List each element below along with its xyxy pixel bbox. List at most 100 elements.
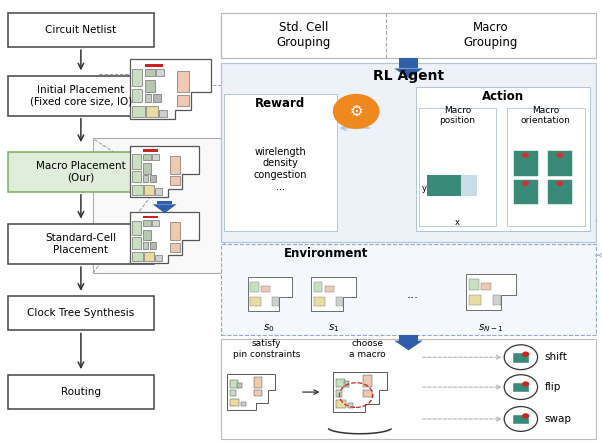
Bar: [132, 70, 143, 86]
Bar: [152, 154, 159, 160]
Text: flip: flip: [545, 382, 561, 392]
Bar: [427, 175, 461, 196]
Bar: [512, 415, 529, 424]
Text: Macro
position: Macro position: [439, 106, 476, 125]
Bar: [149, 242, 157, 249]
Bar: [155, 255, 162, 261]
Bar: [146, 106, 158, 117]
Bar: [177, 71, 189, 92]
Text: ...: ...: [406, 288, 418, 301]
Bar: [170, 176, 181, 185]
Bar: [427, 175, 456, 196]
Bar: [494, 295, 501, 305]
Text: satisfy
pin constraints: satisfy pin constraints: [232, 339, 300, 359]
Text: ⚙: ⚙: [349, 104, 363, 119]
Bar: [547, 178, 573, 204]
Text: swap: swap: [545, 414, 572, 424]
Bar: [336, 390, 342, 397]
Polygon shape: [399, 335, 418, 341]
Text: Environment: Environment: [284, 247, 368, 260]
Text: Standard-Cell
Placement: Standard-Cell Placement: [45, 234, 116, 255]
Polygon shape: [131, 146, 199, 197]
Bar: [230, 390, 235, 396]
Text: $s_{N-1}$: $s_{N-1}$: [478, 322, 504, 334]
Bar: [170, 156, 181, 174]
Polygon shape: [394, 341, 423, 350]
Bar: [427, 175, 477, 196]
Circle shape: [522, 352, 529, 357]
Text: Clock Tree Synthesis: Clock Tree Synthesis: [27, 309, 134, 318]
Bar: [348, 403, 353, 408]
Circle shape: [522, 413, 529, 419]
FancyBboxPatch shape: [8, 224, 154, 264]
FancyBboxPatch shape: [8, 375, 154, 409]
FancyBboxPatch shape: [222, 63, 596, 242]
Bar: [160, 110, 167, 117]
FancyBboxPatch shape: [416, 87, 590, 231]
Bar: [253, 377, 262, 388]
Bar: [145, 80, 155, 92]
Text: y: y: [421, 183, 426, 193]
Polygon shape: [228, 374, 275, 410]
Bar: [143, 154, 151, 160]
Bar: [177, 95, 189, 106]
Polygon shape: [399, 58, 418, 68]
Bar: [156, 69, 164, 76]
Bar: [149, 175, 157, 182]
Bar: [143, 242, 148, 249]
Bar: [143, 163, 151, 174]
Bar: [144, 185, 154, 194]
Text: $s_0$: $s_0$: [263, 322, 275, 334]
FancyBboxPatch shape: [225, 94, 337, 231]
Bar: [132, 252, 143, 261]
Polygon shape: [131, 59, 211, 119]
Circle shape: [522, 152, 529, 158]
Text: Macro Placement
(Our): Macro Placement (Our): [36, 161, 126, 183]
Bar: [469, 279, 479, 290]
FancyBboxPatch shape: [222, 339, 596, 439]
Text: wirelength
density
congestion
...: wirelength density congestion ...: [253, 147, 307, 191]
Bar: [469, 295, 481, 305]
Bar: [336, 400, 346, 408]
Text: Circuit Netlist: Circuit Netlist: [45, 25, 116, 35]
Circle shape: [334, 95, 379, 128]
Circle shape: [504, 375, 538, 400]
FancyBboxPatch shape: [8, 152, 154, 192]
Circle shape: [504, 345, 538, 369]
Bar: [344, 381, 349, 387]
Bar: [132, 89, 143, 103]
Bar: [132, 171, 141, 182]
Bar: [170, 222, 181, 240]
FancyBboxPatch shape: [222, 12, 596, 58]
Bar: [145, 69, 155, 76]
Polygon shape: [311, 278, 356, 311]
Bar: [253, 390, 262, 396]
Bar: [145, 94, 151, 103]
Text: choose
a macro: choose a macro: [349, 339, 386, 359]
Circle shape: [556, 181, 563, 186]
Bar: [513, 151, 538, 176]
Circle shape: [522, 181, 529, 186]
FancyBboxPatch shape: [8, 76, 154, 116]
Text: x: x: [455, 218, 460, 226]
FancyBboxPatch shape: [8, 13, 154, 47]
Bar: [143, 230, 151, 240]
Bar: [132, 155, 141, 169]
Bar: [132, 238, 141, 249]
Bar: [132, 106, 145, 117]
Text: Routing: Routing: [61, 387, 101, 397]
Bar: [481, 283, 491, 290]
Bar: [143, 220, 151, 226]
Polygon shape: [333, 372, 386, 412]
Polygon shape: [157, 201, 172, 204]
Bar: [144, 252, 154, 261]
Circle shape: [522, 381, 529, 387]
Text: Reward: Reward: [255, 97, 306, 110]
Bar: [336, 297, 343, 305]
Polygon shape: [153, 204, 176, 213]
Bar: [362, 375, 372, 387]
Bar: [513, 178, 538, 204]
Circle shape: [504, 407, 538, 432]
Bar: [250, 297, 261, 305]
Bar: [230, 380, 238, 388]
